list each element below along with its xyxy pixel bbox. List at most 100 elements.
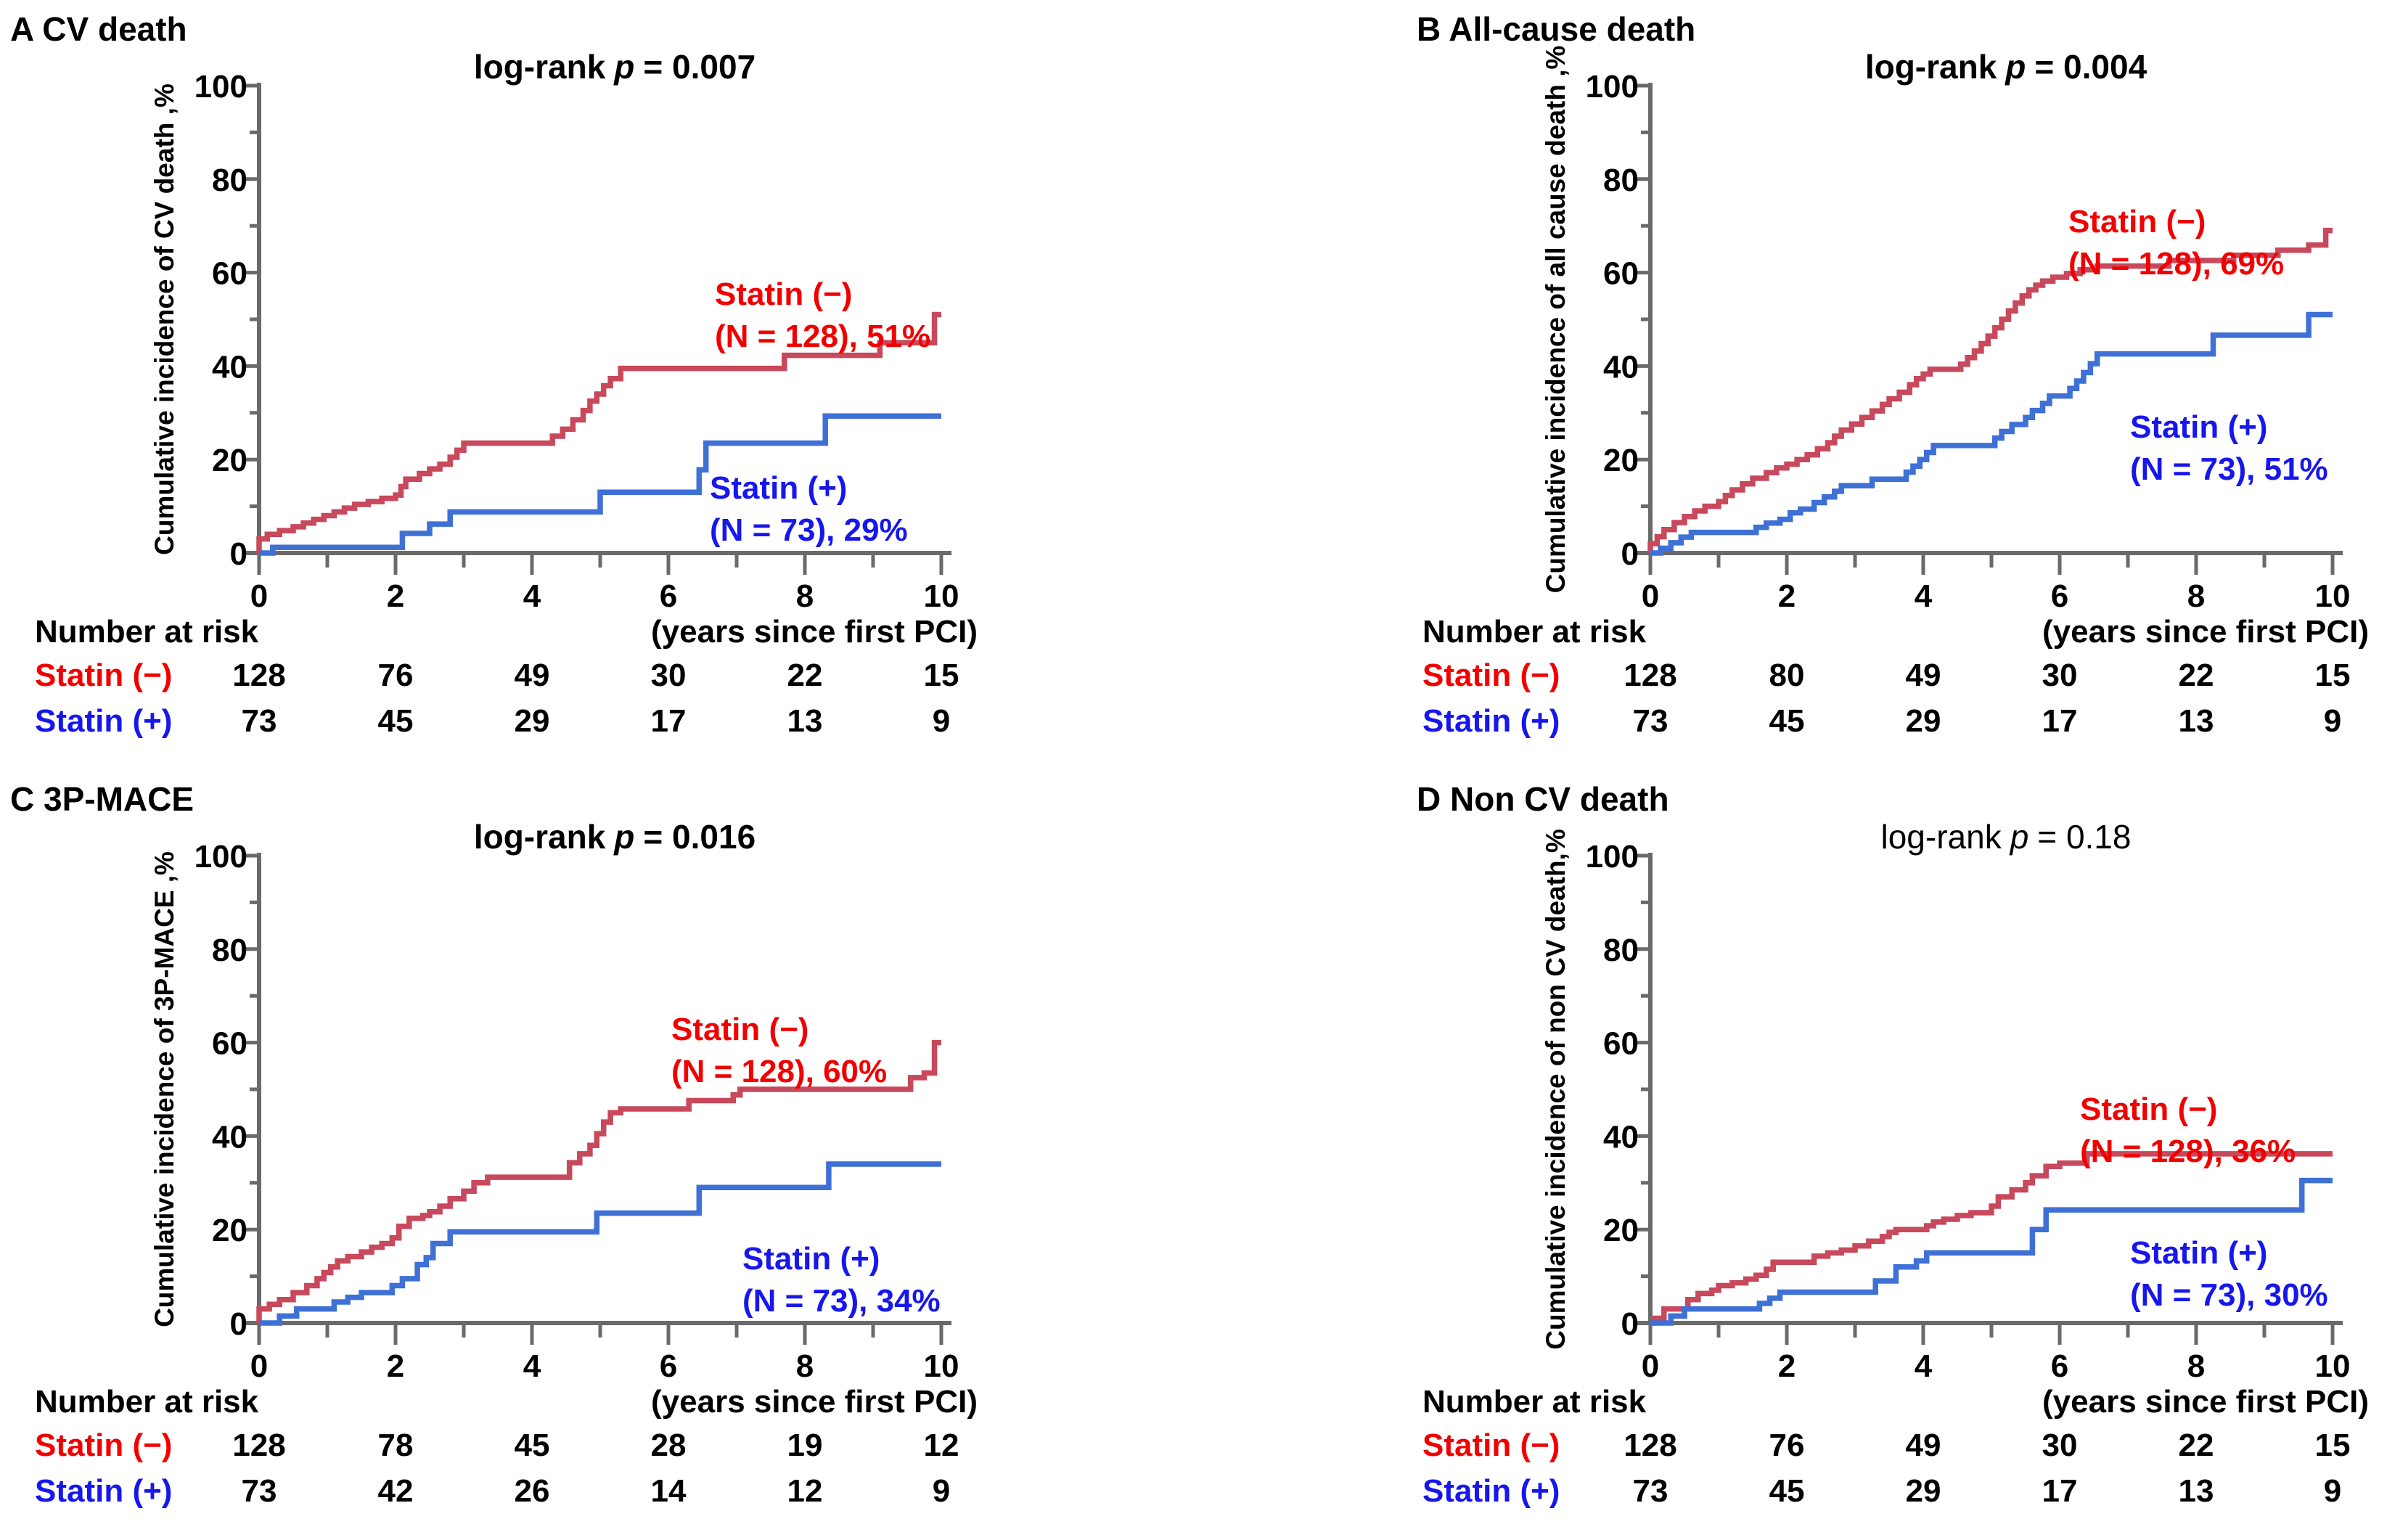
- risk-value-statin-plus-t2: 45: [1769, 1473, 1805, 1509]
- panel-title: A CV death: [10, 10, 187, 48]
- x-tick-label: 4: [1915, 578, 1933, 614]
- y-tick-label: 80: [212, 933, 247, 968]
- risk-value-statin-plus-t4: 26: [515, 1473, 550, 1509]
- x-tick-label: 0: [1642, 1348, 1659, 1384]
- curve-statin-minus: [1650, 1151, 2333, 1326]
- y-tick-label: 80: [1603, 163, 1639, 198]
- panel-b-all-cause-death: B All-cause death 0 20 40 60 80 100 0 2 4 6 8 10 Cumu…: [1194, 0, 2387, 770]
- risk-value-statin-minus-t8: 22: [2179, 1428, 2214, 1463]
- curve-label-statin-plus-line2: (N = 73), 29%: [710, 512, 908, 548]
- y-tick-label: 20: [212, 1213, 247, 1248]
- risk-value-statin-minus-t6: 30: [2042, 658, 2078, 693]
- risk-value-statin-minus-t2: 80: [1769, 658, 1805, 693]
- y-tick-label: 40: [212, 1119, 247, 1155]
- panel-title: D Non CV death: [1417, 780, 1669, 818]
- panel-d-non-cv-death: D Non CV death 0 20 40 60 80 100 0 2 4 6 8 10 Cumulat…: [1194, 770, 2387, 1540]
- x-tick-label: 4: [1915, 1348, 1933, 1384]
- logrank-p-value: = 0.18: [2037, 818, 2131, 856]
- risk-row-label-statin-plus: Statin (+): [35, 1473, 172, 1509]
- risk-value-statin-plus-t0: 73: [1633, 1473, 1669, 1509]
- risk-value-statin-minus-t10: 15: [2315, 1428, 2351, 1463]
- risk-value-statin-plus-t6: 17: [2042, 1473, 2078, 1509]
- curve-label-statin-plus-line2: (N = 73), 51%: [2130, 451, 2328, 487]
- risk-value-statin-minus-t4: 49: [1906, 658, 1941, 693]
- curve-label-statin-plus-line2: (N = 73), 34%: [742, 1283, 941, 1319]
- risk-value-statin-plus-t0: 73: [1633, 703, 1669, 739]
- risk-value-statin-minus-t6: 28: [651, 1428, 687, 1463]
- x-tick-label: 6: [660, 578, 677, 614]
- y-tick-label: 100: [1586, 69, 1639, 105]
- risk-value-statin-minus-t0: 128: [232, 1428, 285, 1463]
- logrank-p-symbol: p: [613, 818, 634, 856]
- risk-value-statin-minus-t2: 78: [378, 1428, 414, 1463]
- number-at-risk-heading: Number at risk: [1422, 614, 1647, 650]
- y-tick-label: 60: [1603, 1026, 1639, 1062]
- risk-value-statin-plus-t10: 9: [2324, 703, 2341, 739]
- y-tick-label: 100: [195, 839, 247, 875]
- x-tick-label: 2: [387, 1348, 404, 1384]
- curve-label-statin-minus-line2: (N = 128), 60%: [671, 1054, 887, 1089]
- y-tick-label: 100: [195, 69, 247, 105]
- risk-row-label-statin-minus: Statin (−): [1422, 658, 1560, 693]
- panel-plot-svg: B All-cause death 0 20 40 60 80 100 0 2 4 6 8 10 Cumu…: [1417, 10, 2369, 739]
- logrank-p-symbol: p: [2004, 48, 2026, 86]
- curve-label-statin-plus-line1: Statin (+): [2130, 1235, 2267, 1271]
- x-tick-label: 8: [2187, 1348, 2205, 1384]
- x-tick-label: 6: [660, 1348, 677, 1384]
- logrank-prefix: log-rank: [1865, 48, 1997, 86]
- x-tick-label: 10: [924, 1348, 959, 1384]
- y-tick-label: 0: [1621, 536, 1639, 572]
- risk-value-statin-plus-t4: 29: [515, 703, 550, 739]
- number-at-risk-heading: Number at risk: [35, 614, 259, 650]
- risk-value-statin-minus-t8: 19: [787, 1428, 823, 1463]
- logrank-p-symbol: p: [613, 48, 634, 86]
- y-tick-label: 100: [1586, 839, 1639, 875]
- panel-title: B All-cause death: [1417, 10, 1695, 48]
- x-tick-label: 4: [523, 1348, 541, 1384]
- curve-label-statin-minus-line1: Statin (−): [2068, 204, 2206, 239]
- y-axis-label: Cumulative incidence of non CV death,%: [1541, 829, 1571, 1350]
- risk-row-label-statin-minus: Statin (−): [1422, 1428, 1560, 1463]
- risk-value-statin-minus-t6: 30: [2042, 1428, 2078, 1463]
- risk-value-statin-plus-t8: 13: [2179, 1473, 2214, 1509]
- risk-value-statin-plus-t2: 45: [378, 703, 414, 739]
- curve-label-statin-minus-line2: (N = 128), 36%: [2080, 1134, 2296, 1169]
- logrank-p-text: log-rank p = 0.016: [474, 818, 756, 856]
- risk-value-statin-minus-t4: 45: [515, 1428, 550, 1463]
- logrank-p-text: log-rank p = 0.18: [1881, 818, 2132, 856]
- curve-label-statin-plus-line1: Statin (+): [710, 470, 847, 506]
- risk-value-statin-minus-t10: 15: [2315, 658, 2351, 693]
- curve-label-statin-minus-line1: Statin (−): [671, 1012, 808, 1047]
- risk-value-statin-minus-t4: 49: [515, 658, 550, 693]
- x-tick-label: 10: [2315, 1348, 2351, 1384]
- curve-statin-plus: [259, 1161, 941, 1326]
- logrank-prefix: log-rank: [1881, 818, 2002, 856]
- risk-value-statin-plus-t0: 73: [242, 703, 277, 739]
- x-tick-label: 0: [250, 578, 268, 614]
- panel-plot-svg: A CV death 0 20 40 60 80 100 0 2 4 6 8 10 Cumulative …: [10, 10, 978, 739]
- y-tick-label: 60: [212, 256, 247, 292]
- risk-value-statin-plus-t6: 14: [651, 1473, 687, 1509]
- x-tick-label: 0: [250, 1348, 268, 1384]
- panel-title: C 3P-MACE: [10, 780, 194, 818]
- risk-row-label-statin-plus: Statin (+): [35, 703, 172, 739]
- risk-value-statin-plus-t6: 17: [2042, 703, 2078, 739]
- panel-a-cv-death: A CV death 0 20 40 60 80 100 0 2 4 6 8 10 Cumulative …: [0, 0, 1194, 770]
- y-tick-label: 60: [1603, 256, 1639, 292]
- curve-label-statin-minus-line1: Statin (−): [2080, 1091, 2217, 1127]
- risk-value-statin-minus-t10: 15: [924, 658, 959, 693]
- x-tick-label: 8: [796, 1348, 814, 1384]
- y-tick-label: 40: [1603, 349, 1639, 385]
- risk-value-statin-plus-t4: 29: [1906, 1473, 1941, 1509]
- risk-value-statin-plus-t8: 12: [787, 1473, 823, 1509]
- risk-row-label-statin-minus: Statin (−): [35, 658, 172, 693]
- risk-value-statin-plus-t8: 13: [2179, 703, 2214, 739]
- risk-value-statin-minus-t0: 128: [232, 658, 285, 693]
- x-tick-label: 10: [924, 578, 959, 614]
- y-tick-label: 40: [212, 349, 247, 385]
- logrank-p-value: = 0.004: [2034, 48, 2147, 86]
- risk-value-statin-plus-t2: 45: [1769, 703, 1805, 739]
- risk-value-statin-minus-t6: 30: [651, 658, 687, 693]
- y-axis-label: Cumulative incidence of all cause death …: [1541, 46, 1571, 594]
